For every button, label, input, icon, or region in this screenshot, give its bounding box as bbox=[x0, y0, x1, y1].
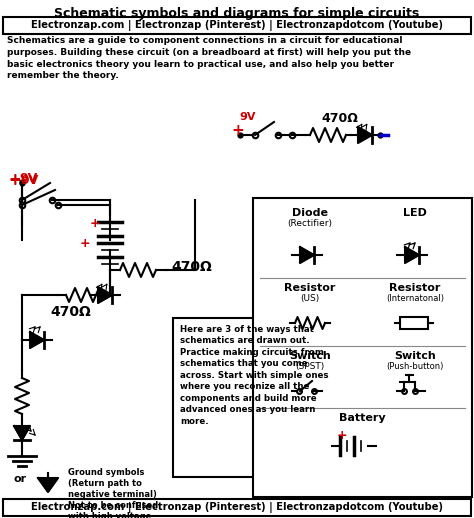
Text: Diode: Diode bbox=[292, 208, 328, 218]
Text: 9V: 9V bbox=[240, 112, 256, 122]
Text: 9V: 9V bbox=[19, 172, 37, 185]
FancyBboxPatch shape bbox=[3, 17, 471, 34]
Text: (Internatonal): (Internatonal) bbox=[386, 294, 444, 303]
Bar bbox=[400, 317, 428, 329]
Text: +: + bbox=[232, 123, 245, 138]
Polygon shape bbox=[300, 247, 314, 263]
Text: +: + bbox=[8, 173, 21, 188]
Text: Schematics are a guide to component connections in a circuit for educational
pur: Schematics are a guide to component conn… bbox=[7, 36, 411, 80]
FancyBboxPatch shape bbox=[3, 499, 471, 516]
Text: Electronzap.com | Electronzap (Pinterest) | Electronzapdotcom (Youtube): Electronzap.com | Electronzap (Pinterest… bbox=[31, 20, 443, 31]
Polygon shape bbox=[30, 332, 44, 348]
Polygon shape bbox=[98, 287, 112, 303]
Text: Electronzap.com | Electronzap (Pinterest) | Electronzapdotcom (Youtube): Electronzap.com | Electronzap (Pinterest… bbox=[31, 502, 443, 513]
Text: +: + bbox=[90, 217, 100, 230]
Text: 470Ω: 470Ω bbox=[321, 112, 358, 125]
Text: Resistor: Resistor bbox=[389, 283, 441, 293]
Text: 470Ω: 470Ω bbox=[171, 260, 212, 274]
Polygon shape bbox=[38, 478, 58, 492]
Text: 470Ω: 470Ω bbox=[50, 305, 91, 319]
Text: LED: LED bbox=[403, 208, 427, 218]
Text: +: + bbox=[80, 237, 91, 250]
Polygon shape bbox=[358, 127, 372, 143]
Text: +: + bbox=[337, 429, 347, 442]
Text: or: or bbox=[14, 474, 27, 484]
Text: Switch: Switch bbox=[394, 351, 436, 361]
Text: (Push-button): (Push-button) bbox=[386, 362, 444, 371]
Text: (SPST): (SPST) bbox=[295, 362, 325, 371]
Polygon shape bbox=[14, 426, 30, 440]
Text: Here are 3 of the ways that
schematics are drawn out.
Practice making circuits f: Here are 3 of the ways that schematics a… bbox=[180, 325, 328, 426]
FancyBboxPatch shape bbox=[253, 198, 472, 497]
Text: (Rectifier): (Rectifier) bbox=[288, 219, 332, 228]
FancyBboxPatch shape bbox=[173, 318, 352, 477]
Text: Ground symbols
(Return path to
negative terminal)
Not to be confused
with high v: Ground symbols (Return path to negative … bbox=[68, 468, 158, 518]
Text: Schematic symbols and diagrams for simple circuits: Schematic symbols and diagrams for simpl… bbox=[55, 7, 419, 20]
Polygon shape bbox=[405, 247, 419, 263]
Text: 9V: 9V bbox=[20, 174, 38, 187]
Text: Switch: Switch bbox=[289, 351, 331, 361]
Text: (US): (US) bbox=[301, 294, 319, 303]
Text: Battery: Battery bbox=[339, 413, 385, 423]
Text: +: + bbox=[8, 172, 21, 187]
Text: Resistor: Resistor bbox=[284, 283, 336, 293]
